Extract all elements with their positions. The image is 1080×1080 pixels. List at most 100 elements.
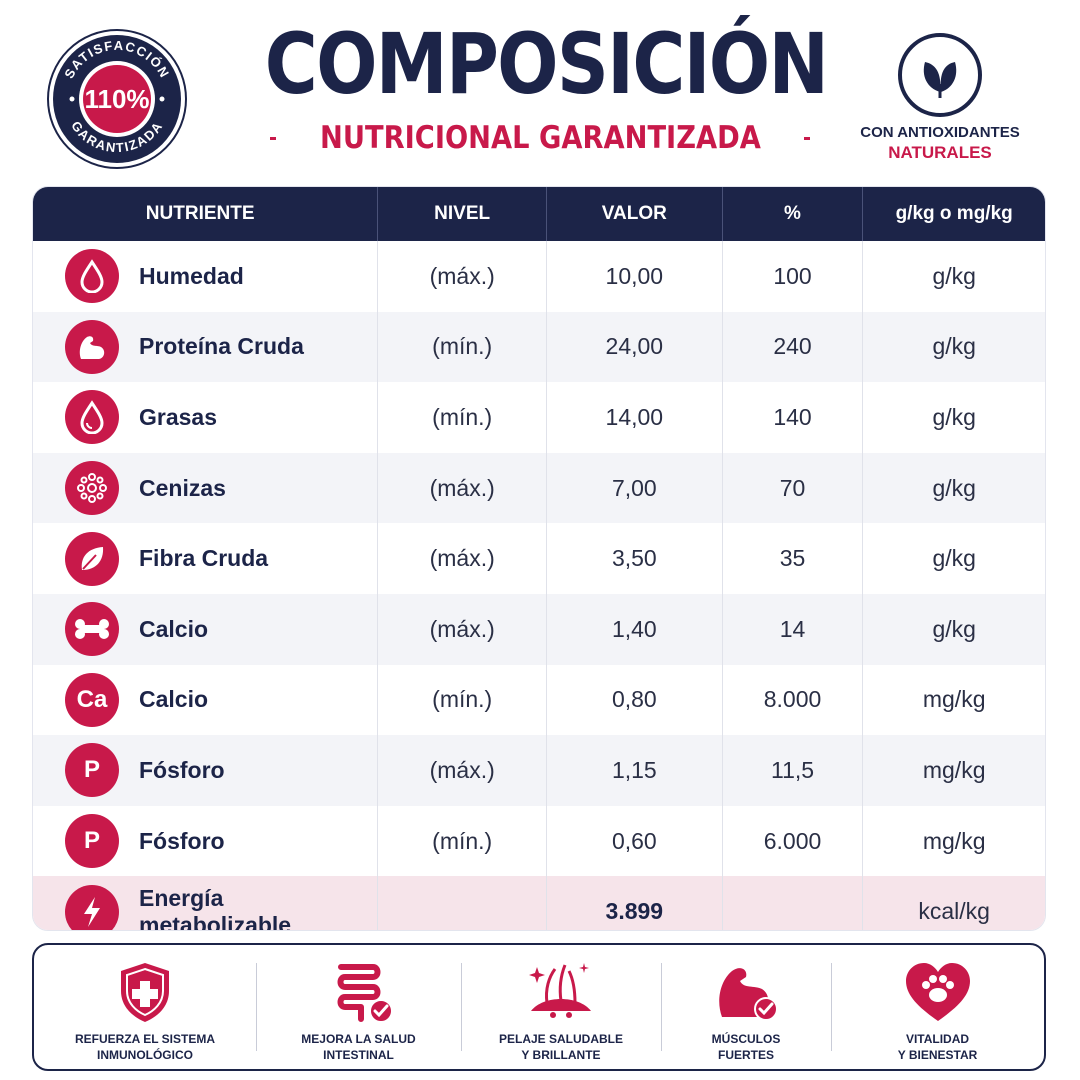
subtitle-dash-left: [270, 136, 276, 140]
nutrient-unit: mg/kg: [922, 756, 986, 783]
oil-drop-icon: [65, 390, 119, 445]
benefit-intestinal: MEJORA LA SALUD INTESTINAL: [256, 945, 461, 1069]
benefit-label: REFUERZA EL SISTEMA INMUNOLÓGICO: [74, 1032, 215, 1063]
header-value: VALOR: [547, 187, 723, 241]
nutrient-percent: 240: [723, 311, 864, 383]
nutrient-value: 0,80: [547, 664, 723, 736]
table-row: Humedad (máx.) 10,00 100 g/kg: [33, 241, 1045, 312]
nutrient-level: (mín.): [378, 664, 548, 736]
lightning-bolt-icon: [65, 884, 119, 930]
table-header: NUTRIENTE NIVEL VALOR % g/kg o mg/kg: [33, 187, 1045, 241]
water-drop-icon: [65, 249, 119, 304]
table-row: Ca Calcio (mín.) 0,80 8.000 mg/kg: [33, 664, 1045, 736]
nutrient-value: 0,60: [547, 805, 723, 877]
nutrient-level: (máx.): [378, 452, 548, 524]
subtitle-row: NUTRICIONAL GARANTIZADA: [270, 120, 810, 156]
nutrient-value: 14,00: [547, 382, 723, 453]
calcium-symbol-icon: Ca: [65, 672, 119, 727]
energy-value: 3.899: [547, 876, 723, 930]
leaf-icon: [65, 531, 119, 586]
nutrient-percent: 70: [723, 452, 864, 524]
nutrient-name: Calcio: [139, 615, 209, 642]
nutrient-level: (máx.): [378, 523, 548, 594]
header-percent: %: [723, 187, 864, 241]
nutrient-unit: mg/kg: [922, 686, 986, 713]
nutrient-level-empty: [378, 876, 548, 930]
nutrient-percent: 100: [723, 241, 864, 312]
header-level: NIVEL: [378, 187, 547, 241]
header-unit: g/kg o mg/kg: [895, 203, 1013, 224]
nutrient-name: Cenizas: [139, 474, 226, 501]
table-row: P Fósforo (máx.) 1,15 11,5 mg/kg: [33, 735, 1045, 806]
intestine-check-icon: [321, 959, 397, 1025]
nutrient-value: 1,40: [547, 593, 723, 665]
energy-unit: kcal/kg: [918, 898, 990, 925]
nutrient-percent: 140: [723, 382, 864, 453]
nutrient-level: (mín.): [378, 805, 548, 877]
nutrient-value: 10,00: [547, 241, 723, 312]
antioxidant-line1: CON ANTIOXIDANTES: [860, 124, 1020, 141]
phosphorus-symbol-icon: P: [65, 743, 119, 798]
nutrient-name: Calcio: [139, 686, 209, 713]
nutrient-name: Fósforo: [139, 756, 225, 783]
nutrient-unit: g/kg: [932, 615, 976, 642]
leaf-icon: [897, 32, 983, 118]
nutrient-level: (máx.): [378, 735, 548, 806]
bone-icon: [65, 602, 119, 657]
nutrient-percent-empty: [723, 876, 864, 930]
phosphorus-symbol-icon: P: [65, 814, 119, 869]
nutrient-value: 24,00: [547, 311, 723, 383]
nutrient-name: Fósforo: [139, 827, 225, 854]
nutrient-level: (mín.): [378, 311, 548, 383]
heart-paw-icon: [900, 959, 976, 1025]
nutrient-value: 1,15: [547, 735, 723, 806]
antioxidant-badge: CON ANTIOXIDANTES NATURALES: [852, 32, 1028, 163]
nutrient-value: 7,00: [547, 452, 723, 524]
benefits-strip: REFUERZA EL SISTEMA INMUNOLÓGICO MEJORA …: [32, 943, 1046, 1071]
antioxidant-line2: NATURALES: [888, 143, 992, 162]
benefit-muscles: MÚSCULOS FUERTES: [661, 945, 831, 1069]
benefit-coat: PELAJE SALUDABLE Y BRILLANTE: [461, 945, 661, 1069]
satisfaction-seal: SATISFACCIÓN GARANTIZADA 110%: [46, 28, 188, 170]
subtitle-dash-right: [804, 136, 810, 140]
benefit-label: MÚSCULOS FUERTES: [711, 1032, 781, 1063]
header-nutrient: NUTRIENTE: [33, 187, 379, 241]
nutrition-table: NUTRIENTE NIVEL VALOR % g/kg o mg/kg Hum…: [32, 186, 1046, 931]
shield-cross-icon: [107, 959, 183, 1025]
benefit-vitality: VITALIDAD Y BIENESTAR: [831, 945, 1044, 1069]
nutrient-level: (mín.): [378, 382, 548, 453]
nutrient-percent: 11,5: [723, 735, 864, 806]
page-title: COMPOSICIÓN: [264, 15, 829, 113]
benefit-label: VITALIDAD Y BIENESTAR: [897, 1032, 978, 1063]
table-row: P Fósforo (mín.) 0,60 6.000 mg/kg: [33, 805, 1045, 877]
strong-muscle-check-icon: [708, 959, 784, 1025]
nutrient-unit: g/kg: [932, 333, 976, 360]
nutrient-unit: g/kg: [932, 262, 976, 289]
nutrient-name: Humedad: [139, 262, 244, 289]
muscle-arm-icon: [65, 319, 119, 374]
page-subtitle: NUTRICIONAL GARANTIZADA: [319, 120, 761, 156]
table-row: Cenizas (máx.) 7,00 70 g/kg: [33, 452, 1045, 524]
nutrient-percent: 8.000: [723, 664, 864, 736]
minerals-dots-icon: [65, 461, 119, 516]
benefit-immune: REFUERZA EL SISTEMA INMUNOLÓGICO: [34, 945, 256, 1069]
nutrient-unit: g/kg: [932, 403, 976, 430]
nutrient-unit: mg/kg: [922, 827, 986, 854]
nutrient-unit: g/kg: [932, 474, 976, 501]
nutrient-level: (máx.): [378, 593, 548, 665]
table-row: Grasas (mín.) 14,00 140 g/kg: [33, 382, 1045, 453]
nutrient-name: Grasas: [139, 403, 218, 430]
nutrient-percent: 14: [723, 593, 864, 665]
nutrient-percent: 6.000: [723, 805, 864, 877]
nutrient-name: Proteína Cruda: [139, 333, 304, 360]
benefit-label: PELAJE SALUDABLE Y BRILLANTE: [498, 1032, 623, 1063]
table-row: Proteína Cruda (mín.) 24,00 240 g/kg: [33, 311, 1045, 383]
nutrient-unit: g/kg: [932, 545, 976, 572]
energy-row: Energía metabolizable 3.899 kcal/kg: [33, 876, 1045, 931]
nutrient-name: Fibra Cruda: [139, 545, 269, 572]
seal-value: 110%: [84, 84, 149, 114]
nutrient-name: Energía metabolizable: [139, 884, 292, 931]
benefit-label: MEJORA LA SALUD INTESTINAL: [301, 1032, 416, 1063]
table-row: Fibra Cruda (máx.) 3,50 35 g/kg: [33, 523, 1045, 594]
nutrient-value: 3,50: [547, 523, 723, 594]
